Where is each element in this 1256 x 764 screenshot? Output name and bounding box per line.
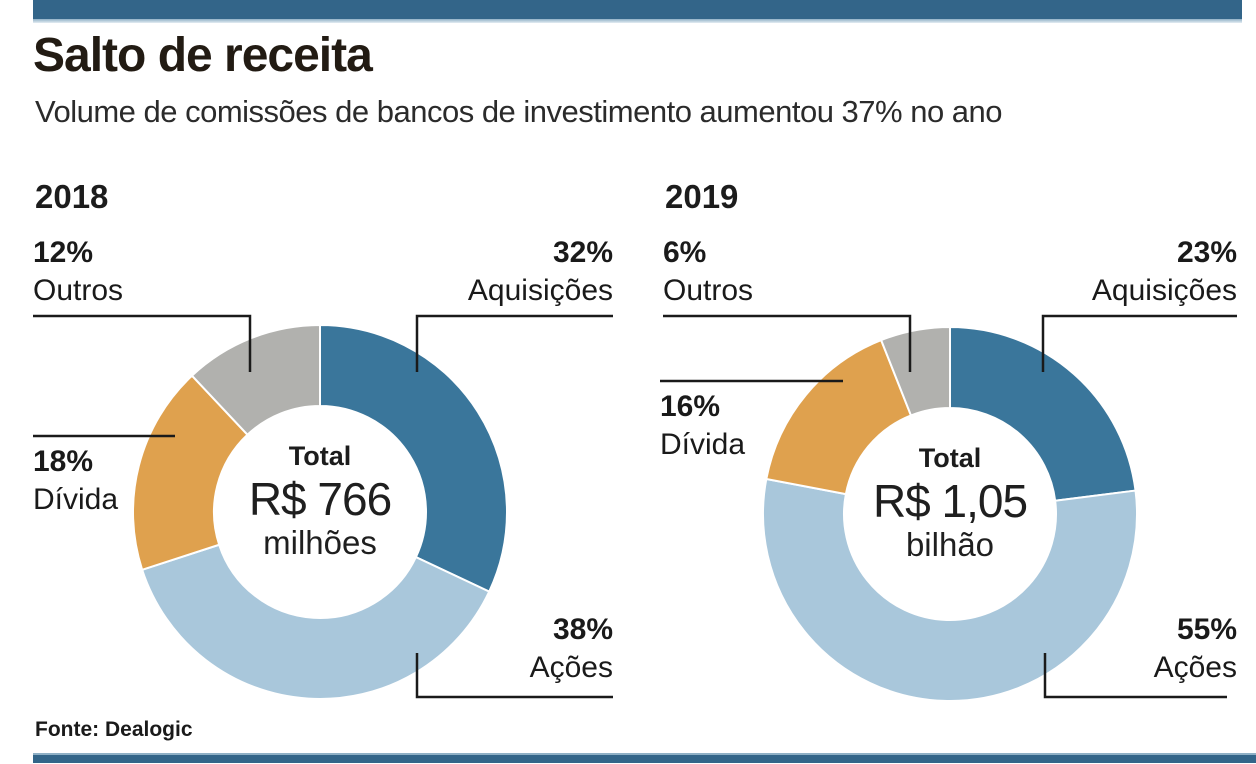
top-brand-bar-fade xyxy=(33,19,1242,23)
donut-chart-2019 xyxy=(762,325,1138,702)
callout-acoes-2019-pct: 55% xyxy=(1176,613,1237,646)
year-label-2019: 2019 xyxy=(665,178,739,215)
donut-total-unit-2019: bilhão xyxy=(905,526,995,563)
chart-title: Salto de receita xyxy=(33,29,373,82)
callout-aquisicoes-2018: 32% Aquisições xyxy=(468,234,613,310)
callout-aquisicoes-2018-name: Aquisições xyxy=(467,274,613,307)
donut-total-label-2019: Total xyxy=(918,443,982,473)
donut-center-2018: Total R$ 766 milhões xyxy=(170,440,470,561)
donut-total-value-2018: R$ 766 xyxy=(248,473,392,525)
callout-acoes-2019: 55% Ações xyxy=(1154,611,1237,687)
callout-aquisicoes-2019-pct: 23% xyxy=(1176,236,1237,269)
callout-outros-2018-name: Outros xyxy=(33,274,124,307)
callout-aquisicoes-2019-name: Aquisições xyxy=(1091,274,1237,307)
top-brand-bar xyxy=(33,0,1242,19)
donut-center-2019: Total R$ 1,05 bilhão xyxy=(800,442,1100,563)
callout-divida-2019: 16% Dívida xyxy=(660,388,745,464)
callout-outros-2018: 12% Outros xyxy=(33,234,123,310)
callout-divida-2019-name: Dívida xyxy=(660,428,746,461)
callout-divida-2019-pct: 16% xyxy=(660,390,721,423)
donut-segment-2018-acoes xyxy=(140,543,491,700)
donut-total-value-2019: R$ 1,05 xyxy=(872,475,1028,527)
donut-chart-2018 xyxy=(132,323,508,700)
donut-segment-2019-aquisicoes xyxy=(949,325,1137,502)
source-note: Fonte: Dealogic xyxy=(35,718,193,741)
callout-aquisicoes-2018-pct: 32% xyxy=(552,236,613,269)
callout-aquisicoes-2019: 23% Aquisições xyxy=(1092,234,1237,310)
chart-subtitle: Volume de comissões de bancos de investi… xyxy=(35,94,1003,129)
callout-acoes-2018: 38% Ações xyxy=(530,611,613,687)
donut-total-unit-2018: milhões xyxy=(263,524,377,561)
callout-outros-2019-name: Outros xyxy=(663,274,754,307)
donut-total-label-2018: Total xyxy=(288,441,352,471)
callout-acoes-2019-name: Ações xyxy=(1153,651,1237,684)
year-label-2018: 2018 xyxy=(35,178,109,215)
callout-outros-2019-pct: 6% xyxy=(663,236,707,269)
callout-acoes-2018-name: Ações xyxy=(529,651,613,684)
callout-divida-2018-pct: 18% xyxy=(33,445,94,478)
bottom-brand-bar xyxy=(33,753,1256,763)
callout-outros-2019: 6% Outros xyxy=(663,234,753,310)
callout-acoes-2018-pct: 38% xyxy=(552,613,613,646)
callout-divida-2018: 18% Dívida xyxy=(33,443,118,519)
donut-segment-2018-divida xyxy=(132,374,249,572)
callout-outros-2018-pct: 12% xyxy=(33,236,94,269)
callout-divida-2018-name: Dívida xyxy=(33,483,119,516)
